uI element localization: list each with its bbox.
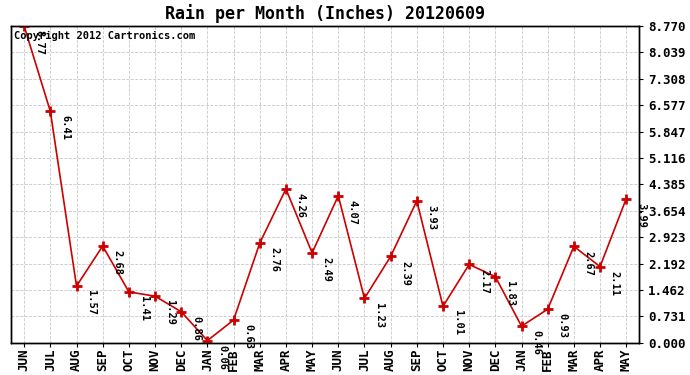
Text: 2.67: 2.67	[584, 251, 593, 276]
Text: 0.06: 0.06	[217, 345, 227, 370]
Text: 4.07: 4.07	[348, 200, 358, 225]
Text: 2.76: 2.76	[270, 247, 279, 272]
Text: 6.41: 6.41	[60, 116, 70, 141]
Text: 1.57: 1.57	[86, 290, 96, 315]
Text: 3.93: 3.93	[426, 205, 437, 230]
Text: 0.86: 0.86	[191, 316, 201, 341]
Text: 4.26: 4.26	[295, 193, 306, 218]
Text: 2.49: 2.49	[322, 257, 332, 282]
Text: 0.46: 0.46	[531, 330, 541, 356]
Text: 1.29: 1.29	[165, 300, 175, 326]
Text: 2.11: 2.11	[610, 271, 620, 296]
Text: 8.77: 8.77	[34, 30, 44, 55]
Text: 1.41: 1.41	[139, 296, 148, 321]
Text: 1.01: 1.01	[453, 310, 463, 336]
Text: 2.17: 2.17	[479, 268, 489, 294]
Title: Rain per Month (Inches) 20120609: Rain per Month (Inches) 20120609	[165, 4, 485, 23]
Text: 2.68: 2.68	[112, 250, 122, 275]
Text: 1.23: 1.23	[374, 303, 384, 327]
Text: Copyright 2012 Cartronics.com: Copyright 2012 Cartronics.com	[14, 31, 195, 41]
Text: 2.39: 2.39	[400, 261, 411, 286]
Text: 1.83: 1.83	[505, 281, 515, 306]
Text: 0.93: 0.93	[558, 314, 567, 338]
Text: 0.63: 0.63	[244, 324, 253, 349]
Text: 3.99: 3.99	[636, 203, 646, 228]
